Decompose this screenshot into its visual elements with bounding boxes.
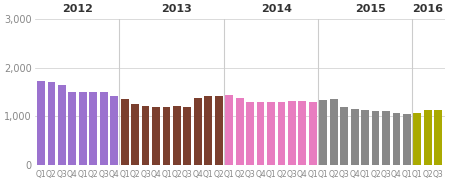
- Bar: [330, 99, 338, 165]
- Bar: [162, 107, 171, 165]
- Bar: [121, 99, 129, 165]
- Bar: [225, 95, 233, 165]
- Bar: [215, 96, 223, 165]
- Bar: [351, 109, 359, 165]
- Bar: [434, 110, 442, 165]
- Bar: [372, 111, 379, 165]
- Bar: [309, 102, 317, 165]
- Bar: [298, 101, 306, 165]
- Bar: [79, 92, 87, 165]
- Bar: [131, 104, 139, 165]
- Bar: [236, 98, 243, 165]
- Bar: [58, 85, 66, 165]
- Bar: [256, 102, 265, 165]
- Bar: [340, 107, 348, 165]
- Bar: [278, 102, 285, 165]
- Bar: [414, 113, 421, 165]
- Bar: [173, 106, 181, 165]
- Bar: [246, 102, 254, 165]
- Bar: [194, 98, 202, 165]
- Bar: [184, 107, 191, 165]
- Bar: [142, 106, 149, 165]
- Bar: [100, 92, 108, 165]
- Bar: [110, 96, 118, 165]
- Bar: [152, 107, 160, 165]
- Bar: [48, 82, 55, 165]
- Bar: [361, 109, 369, 165]
- Bar: [37, 81, 45, 165]
- Bar: [392, 113, 400, 165]
- Bar: [204, 96, 212, 165]
- Bar: [90, 92, 97, 165]
- Bar: [68, 92, 76, 165]
- Bar: [288, 101, 296, 165]
- Bar: [424, 111, 432, 165]
- Bar: [382, 111, 390, 165]
- Bar: [320, 100, 327, 165]
- Bar: [403, 114, 411, 165]
- Bar: [267, 102, 275, 165]
